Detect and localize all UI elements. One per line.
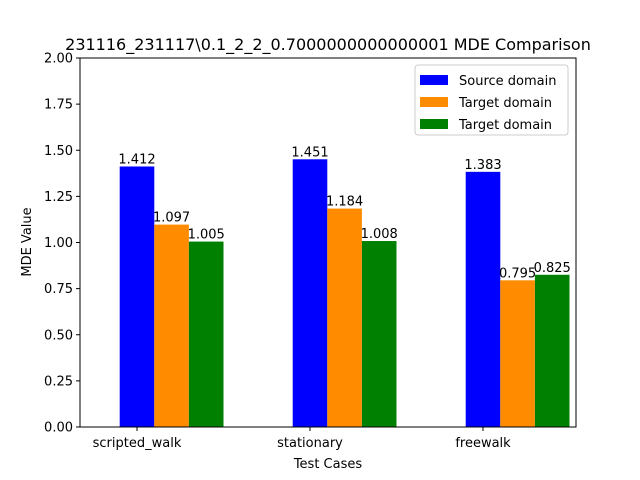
y-axis-label: MDE Value <box>20 207 35 276</box>
bar-value-label: 1.412 <box>118 152 155 167</box>
bar-value-label: 1.097 <box>153 211 190 226</box>
bar-value-label: 1.451 <box>291 145 328 160</box>
bar-freewalk-series-0 <box>465 171 501 427</box>
legend-box <box>414 64 569 136</box>
bar-value-label: 1.008 <box>361 227 398 242</box>
y-tick-label: 2.00 <box>44 52 73 67</box>
x-tick-label: scripted_walk <box>93 436 182 451</box>
legend: Source domain Target domain Target domain <box>414 64 569 136</box>
chart-title: 231116_231117\0.1_2_2_0.7000000000000001… <box>65 35 591 55</box>
bar-scripted-walk-series-1 <box>154 224 189 427</box>
x-axis-label: Test Cases <box>293 457 363 472</box>
y-tick-label: 1.50 <box>44 144 73 159</box>
y-tick-label: 1.75 <box>44 98 73 113</box>
y-axis: 0.00 0.25 0.50 0.75 1.00 1.25 1.50 1.75 2.00 <box>44 52 80 436</box>
y-tick-label: 1.25 <box>44 190 73 205</box>
bar-value-label: 0.795 <box>499 266 536 281</box>
x-axis: scripted_walk stationary freewalk <box>93 427 511 451</box>
x-tick-label: stationary <box>277 436 343 451</box>
y-tick-label: 0.75 <box>44 282 73 297</box>
legend-swatch <box>420 75 448 85</box>
bar-value-label: 1.383 <box>464 158 501 173</box>
y-tick-label: 0.00 <box>44 421 73 436</box>
legend-swatch <box>420 119 448 129</box>
x-tick-label: freewalk <box>455 436 511 451</box>
bar-stationary-series-1 <box>327 208 362 427</box>
legend-swatch <box>420 97 448 107</box>
legend-label: Target domain <box>458 118 552 133</box>
bar-freewalk-series-2 <box>534 274 570 427</box>
y-tick-label: 0.50 <box>44 328 73 343</box>
y-tick-label: 0.25 <box>44 374 73 389</box>
bar-stationary-series-2 <box>361 241 397 427</box>
plot-area: 1.412 1.097 1.005 1.451 1.184 1.008 1.383 0.795… <box>118 145 571 427</box>
bar-value-label: 1.184 <box>326 195 363 210</box>
bar-freewalk-series-1 <box>500 280 535 427</box>
legend-label: Source domain <box>459 74 556 89</box>
bar-scripted-walk-series-2 <box>188 241 224 427</box>
legend-label: Target domain <box>458 96 552 111</box>
bar-value-label: 0.825 <box>534 261 571 276</box>
y-tick-label: 1.00 <box>44 236 73 251</box>
bar-stationary-series-0 <box>292 159 328 427</box>
bar-scripted-walk-series-0 <box>119 166 155 427</box>
bar-value-label: 1.005 <box>188 228 225 243</box>
